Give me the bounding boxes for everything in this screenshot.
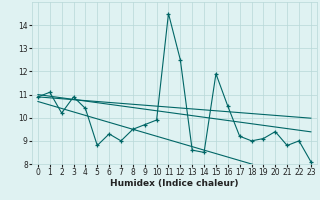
X-axis label: Humidex (Indice chaleur): Humidex (Indice chaleur) <box>110 179 239 188</box>
